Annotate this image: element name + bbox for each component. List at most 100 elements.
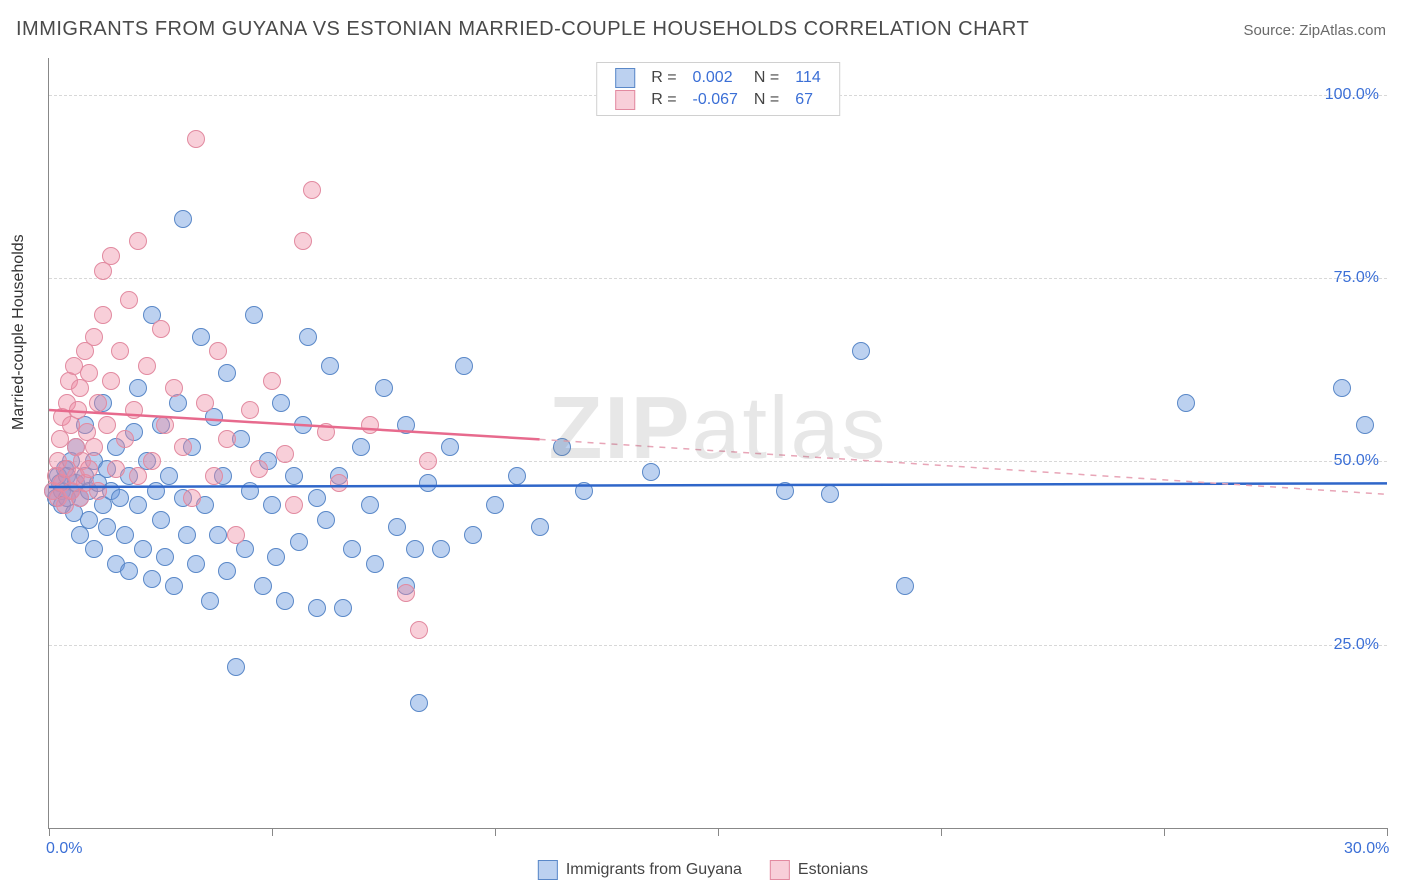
source-label: Source: ZipAtlas.com bbox=[1243, 22, 1386, 39]
scatter-point bbox=[276, 445, 294, 463]
scatter-point bbox=[94, 306, 112, 324]
scatter-point bbox=[80, 511, 98, 529]
scatter-point bbox=[111, 489, 129, 507]
scatter-point bbox=[406, 540, 424, 558]
scatter-point bbox=[138, 357, 156, 375]
scatter-point bbox=[241, 401, 259, 419]
scatter-point bbox=[486, 496, 504, 514]
x-tick bbox=[1387, 828, 1388, 836]
legend-label: Immigrants from Guyana bbox=[566, 861, 742, 879]
scatter-point bbox=[397, 416, 415, 434]
scatter-point bbox=[147, 482, 165, 500]
scatter-point bbox=[116, 430, 134, 448]
x-tick bbox=[495, 828, 496, 836]
scatter-point bbox=[464, 526, 482, 544]
scatter-point bbox=[821, 485, 839, 503]
y-axis-label: Married-couple Households bbox=[10, 234, 28, 430]
scatter-point bbox=[196, 394, 214, 412]
scatter-point bbox=[250, 460, 268, 478]
gridline-h bbox=[49, 645, 1387, 646]
scatter-point bbox=[152, 511, 170, 529]
scatter-point bbox=[245, 306, 263, 324]
legend-r-value: -0.067 bbox=[685, 89, 746, 111]
scatter-point bbox=[432, 540, 450, 558]
x-tick-label-max: 30.0% bbox=[1344, 840, 1389, 858]
scatter-point bbox=[263, 496, 281, 514]
scatter-point bbox=[80, 460, 98, 478]
x-tick bbox=[941, 828, 942, 836]
scatter-point bbox=[129, 379, 147, 397]
scatter-point bbox=[299, 328, 317, 346]
legend-n-value: 67 bbox=[787, 89, 829, 111]
scatter-point bbox=[156, 416, 174, 434]
scatter-point bbox=[241, 482, 259, 500]
y-tick-label: 25.0% bbox=[1334, 636, 1379, 654]
scatter-point bbox=[178, 526, 196, 544]
scatter-point bbox=[120, 562, 138, 580]
legend-r-label: R = bbox=[643, 67, 684, 89]
scatter-point bbox=[455, 357, 473, 375]
scatter-point bbox=[575, 482, 593, 500]
scatter-point bbox=[308, 489, 326, 507]
scatter-point bbox=[361, 416, 379, 434]
scatter-point bbox=[334, 599, 352, 617]
scatter-point bbox=[125, 401, 143, 419]
scatter-point bbox=[272, 394, 290, 412]
scatter-point bbox=[330, 474, 348, 492]
scatter-point bbox=[174, 438, 192, 456]
scatter-point bbox=[174, 210, 192, 228]
scatter-point bbox=[205, 467, 223, 485]
scatter-point bbox=[1356, 416, 1374, 434]
scatter-point bbox=[209, 342, 227, 360]
x-tick bbox=[718, 828, 719, 836]
scatter-point bbox=[120, 291, 138, 309]
x-tick bbox=[272, 828, 273, 836]
scatter-point bbox=[165, 379, 183, 397]
scatter-point bbox=[375, 379, 393, 397]
y-tick-label: 75.0% bbox=[1334, 269, 1379, 287]
scatter-point bbox=[85, 438, 103, 456]
scatter-point bbox=[441, 438, 459, 456]
scatter-point bbox=[366, 555, 384, 573]
scatter-point bbox=[80, 364, 98, 382]
legend-n-value: 114 bbox=[787, 67, 829, 89]
scatter-point bbox=[303, 181, 321, 199]
gridline-h bbox=[49, 278, 1387, 279]
scatter-point bbox=[227, 526, 245, 544]
scatter-point bbox=[152, 320, 170, 338]
scatter-point bbox=[410, 621, 428, 639]
scatter-point bbox=[89, 394, 107, 412]
scatter-point bbox=[267, 548, 285, 566]
scatter-point bbox=[218, 364, 236, 382]
x-tick bbox=[49, 828, 50, 836]
scatter-point bbox=[508, 467, 526, 485]
scatter-point bbox=[187, 130, 205, 148]
scatter-point bbox=[1333, 379, 1351, 397]
scatter-point bbox=[388, 518, 406, 536]
scatter-point bbox=[290, 533, 308, 551]
scatter-point bbox=[209, 526, 227, 544]
scatter-point bbox=[160, 467, 178, 485]
legend-r-label: R = bbox=[643, 89, 684, 111]
scatter-point bbox=[165, 577, 183, 595]
scatter-point bbox=[187, 555, 205, 573]
trend-lines-layer bbox=[49, 58, 1387, 828]
scatter-point bbox=[129, 496, 147, 514]
scatter-point bbox=[294, 416, 312, 434]
scatter-point bbox=[317, 511, 335, 529]
legend-swatch bbox=[770, 860, 790, 880]
scatter-point bbox=[419, 474, 437, 492]
scatter-point bbox=[321, 357, 339, 375]
gridline-h bbox=[49, 461, 1387, 462]
scatter-point bbox=[361, 496, 379, 514]
x-tick-label-min: 0.0% bbox=[46, 840, 82, 858]
scatter-point bbox=[134, 540, 152, 558]
scatter-point bbox=[111, 342, 129, 360]
scatter-point bbox=[896, 577, 914, 595]
scatter-point bbox=[129, 232, 147, 250]
scatter-point bbox=[776, 482, 794, 500]
scatter-point bbox=[218, 562, 236, 580]
scatter-point bbox=[285, 467, 303, 485]
scatter-point bbox=[352, 438, 370, 456]
scatter-point bbox=[343, 540, 361, 558]
